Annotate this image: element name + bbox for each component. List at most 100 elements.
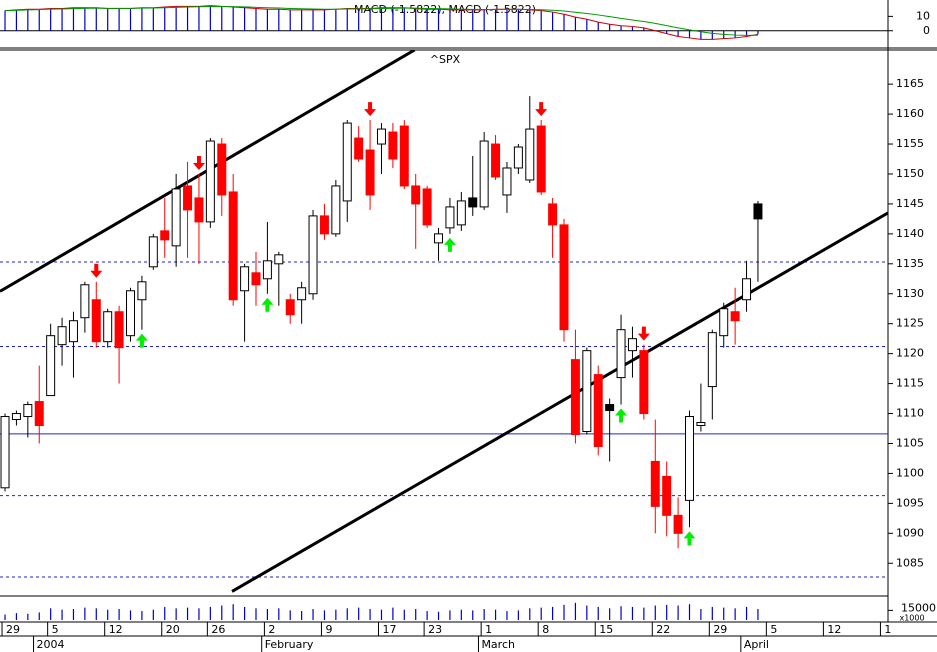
signal-arrow bbox=[261, 297, 274, 312]
candle-body bbox=[262, 260, 272, 280]
x-tick-label: 8 bbox=[542, 623, 549, 636]
candle-body bbox=[23, 404, 33, 418]
candle-body bbox=[114, 311, 124, 349]
x-tick-label: 22 bbox=[656, 623, 670, 636]
candle-body bbox=[491, 143, 501, 178]
candle-body bbox=[707, 332, 717, 388]
x-tick-label: 15 bbox=[599, 623, 613, 636]
y-tick-label: 1150 bbox=[896, 167, 924, 180]
candle-body bbox=[685, 416, 694, 501]
candle-body bbox=[148, 236, 158, 268]
candle-body bbox=[559, 224, 569, 331]
x-tick-label: 29 bbox=[6, 623, 20, 636]
y-tick-label: 1140 bbox=[896, 227, 924, 240]
candle-body bbox=[742, 278, 752, 301]
y-tick-label: 1110 bbox=[896, 407, 924, 420]
candle-body bbox=[627, 338, 637, 352]
candle-body bbox=[570, 359, 580, 435]
candle-body bbox=[0, 416, 10, 489]
signal-arrow bbox=[443, 237, 456, 252]
x-tick-label: 12 bbox=[109, 623, 123, 636]
macd-tick-label: 10 bbox=[916, 9, 930, 22]
candle-body bbox=[513, 146, 523, 169]
y-tick-label: 1145 bbox=[896, 197, 924, 210]
signal-arrow bbox=[637, 326, 650, 341]
candle-body bbox=[696, 422, 706, 427]
candle-body bbox=[730, 311, 740, 322]
macd-tick-label: 0 bbox=[923, 24, 930, 37]
x-tick-label: 26 bbox=[211, 623, 225, 636]
y-tick-label: 1085 bbox=[896, 556, 924, 569]
y-tick-label: 1105 bbox=[896, 436, 924, 449]
volume-tick-label: 15000 bbox=[901, 601, 936, 614]
candle-body bbox=[662, 475, 672, 516]
signal-arrow bbox=[192, 155, 205, 170]
y-tick-label: 1100 bbox=[896, 466, 924, 479]
candle-body bbox=[388, 131, 398, 160]
chart-title: ^SPX bbox=[430, 53, 461, 66]
candle-body bbox=[365, 149, 375, 196]
candle-body bbox=[274, 254, 284, 265]
x-tick-label: 12 bbox=[827, 623, 841, 636]
x-tick-label: 1 bbox=[485, 623, 492, 636]
candle-body bbox=[183, 185, 193, 211]
candle-body bbox=[399, 125, 409, 187]
candle-body bbox=[319, 215, 329, 235]
candle-body bbox=[456, 200, 466, 226]
x-tick-label: 29 bbox=[713, 623, 727, 636]
candle-body bbox=[80, 284, 90, 319]
candle-body bbox=[593, 374, 603, 447]
candle-body bbox=[616, 329, 626, 379]
candle-body bbox=[502, 167, 512, 196]
signal-arrow bbox=[135, 333, 148, 348]
y-tick-label: 1130 bbox=[896, 287, 924, 300]
candle-body bbox=[434, 233, 444, 244]
candle-body bbox=[673, 514, 683, 534]
y-tick-label: 1120 bbox=[896, 347, 924, 360]
macd-line bbox=[5, 5, 758, 36]
trendline bbox=[231, 211, 888, 593]
y-tick-label: 1135 bbox=[896, 257, 924, 270]
candle-body bbox=[479, 140, 489, 208]
candle-body bbox=[605, 404, 615, 412]
candle-body bbox=[719, 308, 729, 337]
candle-body bbox=[103, 311, 113, 343]
candle-body bbox=[228, 191, 238, 301]
candle-body bbox=[160, 230, 170, 241]
month-label: February bbox=[265, 638, 314, 651]
x-tick-label: 9 bbox=[325, 623, 332, 636]
candle-body bbox=[548, 203, 558, 226]
y-tick-label: 1095 bbox=[896, 496, 924, 509]
candle-body bbox=[582, 350, 592, 432]
candle-body bbox=[331, 185, 341, 235]
candle-body bbox=[34, 401, 44, 427]
y-tick-label: 1090 bbox=[896, 526, 924, 539]
x-tick-label: 17 bbox=[382, 623, 396, 636]
y-tick-label: 1115 bbox=[896, 377, 924, 390]
candle-body bbox=[205, 140, 215, 223]
candle-body bbox=[46, 335, 56, 397]
candle-body bbox=[240, 266, 250, 292]
candle-body bbox=[445, 206, 455, 229]
candle-body bbox=[536, 125, 546, 193]
x-tick-label: 5 bbox=[52, 623, 59, 636]
candle-body bbox=[308, 215, 318, 295]
candle-body bbox=[297, 287, 307, 301]
candle-body bbox=[171, 188, 181, 247]
month-label: 2004 bbox=[37, 638, 65, 651]
candle-body bbox=[91, 299, 101, 343]
candle-body bbox=[753, 203, 763, 220]
candle-body bbox=[639, 350, 649, 415]
signal-arrow bbox=[683, 531, 696, 546]
candle-body bbox=[650, 460, 660, 507]
candle-body bbox=[422, 188, 432, 226]
candle-body bbox=[57, 326, 67, 346]
y-tick-label: 1160 bbox=[896, 107, 924, 120]
candle-body bbox=[285, 299, 295, 316]
candle-body bbox=[68, 320, 78, 343]
candle-body bbox=[194, 197, 204, 223]
signal-arrow bbox=[364, 102, 377, 117]
y-tick-label: 1165 bbox=[896, 77, 924, 90]
y-tick-label: 1155 bbox=[896, 137, 924, 150]
